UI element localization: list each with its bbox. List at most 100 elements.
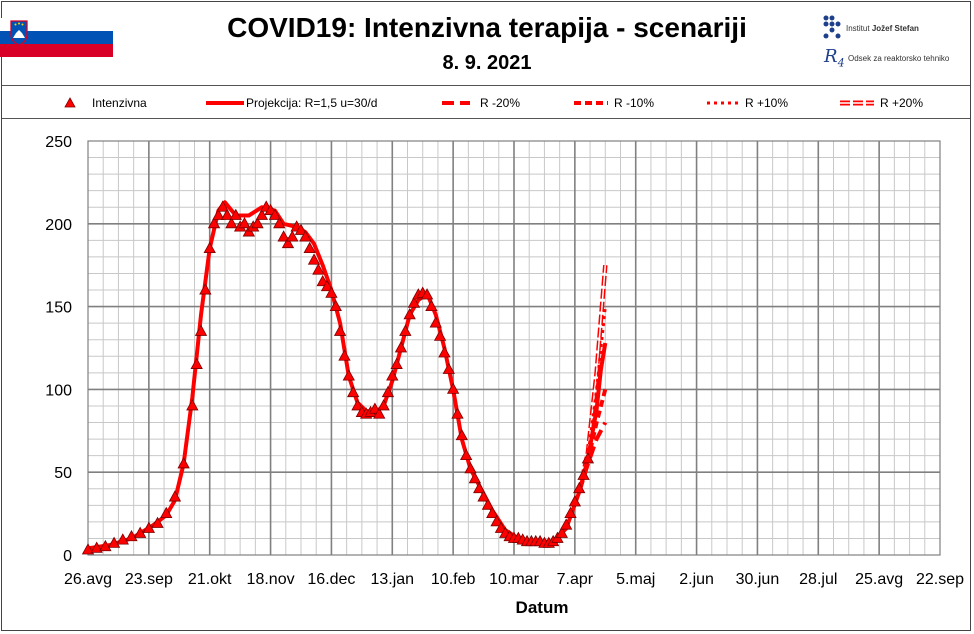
- r4-logo-text: Odsek za reaktorsko tehniko: [848, 54, 950, 63]
- data-point-intenzivna: [116, 533, 129, 545]
- data-point-intenzivna: [390, 357, 403, 369]
- data-point-intenzivna: [477, 490, 490, 502]
- ijs-dots-icon: [823, 15, 841, 39]
- x-tick-label: 2.jun: [679, 571, 714, 588]
- data-point-intenzivna: [125, 529, 138, 542]
- x-tick-label: 28.jul: [799, 571, 837, 588]
- data-point-intenzivna: [429, 316, 442, 328]
- data-point-intenzivna: [203, 241, 216, 254]
- data-point-intenzivna: [255, 208, 269, 220]
- data-point-intenzivna: [303, 241, 316, 254]
- data-point-intenzivna: [107, 536, 121, 548]
- series-line-r-minus-20: [577, 421, 608, 493]
- data-point-intenzivna: [455, 428, 469, 441]
- legend-item-intenzivna: Intenzivna: [62, 94, 172, 112]
- x-tick-label: 10.feb: [431, 571, 476, 588]
- data-point-intenzivna: [490, 515, 503, 527]
- data-point-intenzivna: [220, 208, 234, 220]
- x-tick-label: 21.okt: [188, 571, 232, 588]
- data-point-intenzivna: [425, 299, 438, 312]
- legend-double-line-icon: [840, 100, 874, 106]
- y-tick-label: 250: [45, 134, 72, 151]
- data-point-intenzivna: [420, 288, 434, 300]
- data-point-intenzivna: [407, 296, 421, 308]
- slovenia-flag-icon: [0, 18, 113, 57]
- legend-item-r-plus-20: R +20%: [838, 94, 948, 112]
- legend-triangle-icon: [64, 97, 76, 108]
- data-point-intenzivna: [273, 216, 286, 229]
- data-point-intenzivna: [190, 357, 203, 369]
- legend-divider: [2, 118, 970, 119]
- data-point-intenzivna: [333, 324, 347, 336]
- data-point-intenzivna: [212, 208, 225, 220]
- y-tick-label: 100: [45, 382, 72, 399]
- data-point-intenzivna: [229, 208, 242, 220]
- data-point-intenzivna: [133, 526, 147, 538]
- x-tick-label: 10.mar: [489, 571, 539, 588]
- data-point-intenzivna: [307, 253, 321, 265]
- data-point-intenzivna: [325, 286, 338, 298]
- data-point-intenzivna: [381, 385, 395, 398]
- data-point-intenzivna: [199, 283, 212, 295]
- data-point-intenzivna: [559, 518, 573, 530]
- series-line-r-plus-10: [577, 306, 607, 493]
- x-tick-label: 26.avg: [64, 571, 112, 588]
- x-tick-label: 22.sep: [916, 571, 964, 588]
- legend-dot-icon: [707, 101, 741, 105]
- data-point-intenzivna: [151, 516, 164, 528]
- data-point-intenzivna: [186, 399, 199, 411]
- r4-mark-icon: R4: [824, 46, 845, 70]
- y-tick-label: 50: [54, 465, 72, 482]
- data-point-intenzivna: [168, 490, 182, 502]
- chart-title: COVID19: Intenzivna terapija - scenariji: [227, 12, 747, 43]
- data-point-intenzivna: [216, 200, 229, 212]
- data-point-intenzivna: [299, 230, 312, 242]
- data-point-intenzivna: [386, 369, 399, 381]
- data-point-intenzivna: [160, 506, 173, 518]
- data-point-intenzivna: [481, 498, 495, 510]
- data-point-intenzivna: [555, 526, 568, 538]
- x-tick-label: 18.nov: [247, 571, 295, 588]
- data-point-intenzivna: [207, 216, 221, 229]
- data-point-intenzivna: [433, 329, 447, 341]
- data-point-intenzivna: [373, 407, 386, 419]
- data-point-intenzivna: [312, 263, 325, 275]
- x-tick-label: 13.jan: [370, 571, 414, 588]
- data-point-intenzivna: [442, 362, 455, 374]
- ijs-logo-text: Institut Jožef Stefan: [846, 24, 919, 33]
- data-point-intenzivna: [342, 369, 355, 381]
- data-point-intenzivna: [351, 399, 364, 411]
- data-point-intenzivna: [294, 223, 308, 235]
- r4-logo: R4 Odsek za reaktorsko tehniko: [822, 46, 972, 72]
- data-point-intenzivna: [99, 539, 112, 552]
- data-point-intenzivna: [564, 506, 577, 518]
- data-point-intenzivna: [403, 308, 416, 320]
- data-point-intenzivna: [194, 324, 208, 336]
- data-point-intenzivna: [90, 541, 103, 553]
- data-point-intenzivna: [81, 543, 95, 555]
- data-point-intenzivna: [438, 346, 451, 358]
- legend-item-r-plus-10: R +10%: [705, 94, 815, 112]
- data-point-intenzivna: [486, 506, 499, 518]
- data-point-intenzivna: [286, 230, 299, 242]
- data-point-intenzivna: [277, 230, 290, 242]
- legend-long-dash-icon: [442, 101, 470, 105]
- chart-legend: Intenzivna Projekcija: R=1,5 u=30/d R -2…: [0, 90, 974, 116]
- chart-date: 8. 9. 2021: [442, 52, 532, 74]
- x-axis-label: Datum: [516, 598, 569, 617]
- data-point-intenzivna: [338, 349, 351, 361]
- data-point-intenzivna: [329, 299, 342, 312]
- data-point-intenzivna: [451, 407, 464, 419]
- x-tick-label: 30.jun: [736, 571, 780, 588]
- legend-solid-line-icon: [206, 101, 244, 105]
- data-point-intenzivna: [581, 452, 595, 464]
- data-point-intenzivna: [142, 521, 156, 533]
- ijs-logo: Institut Jožef Stefan: [822, 14, 972, 44]
- data-point-intenzivna: [281, 236, 295, 249]
- data-point-intenzivna: [464, 462, 477, 474]
- data-point-intenzivna: [320, 279, 334, 292]
- data-point-intenzivna: [473, 481, 486, 494]
- x-tick-label: 16.dec: [307, 571, 355, 588]
